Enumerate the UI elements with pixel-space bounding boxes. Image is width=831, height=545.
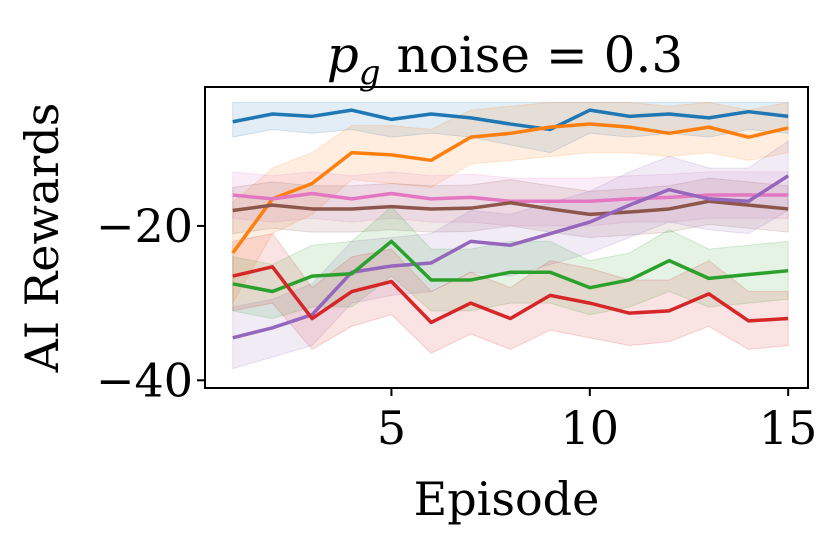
title-variable: p <box>327 26 359 84</box>
band-green <box>232 205 789 320</box>
band-brown <box>232 177 789 239</box>
band-pink <box>232 171 789 227</box>
line-brown <box>232 199 789 217</box>
y-axis: −20 −40 <box>96 199 205 407</box>
title-rest: noise = 0.3 <box>381 26 684 84</box>
chart-title: pg noise = 0.3 <box>327 26 683 93</box>
line-purple <box>232 174 790 340</box>
x-tick-label: 5 <box>377 401 406 455</box>
y-axis-label: AI Rewards <box>15 103 69 374</box>
confidence-bands <box>232 101 789 370</box>
line-green <box>232 239 789 294</box>
line-orange <box>231 122 789 254</box>
series-lines <box>231 108 790 340</box>
line-blue <box>232 108 789 132</box>
y-tick-label: −20 <box>96 199 193 253</box>
y-tick-label: −40 <box>96 353 193 407</box>
title-subscript: g <box>359 53 381 93</box>
x-axis: 5 10 15 <box>377 388 818 455</box>
x-tick-label: 15 <box>759 401 818 455</box>
line-red <box>232 265 789 325</box>
band-red <box>232 233 789 354</box>
plot-frame <box>204 86 809 389</box>
x-tick-label: 10 <box>561 401 620 455</box>
x-axis-label: Episode <box>414 472 600 526</box>
